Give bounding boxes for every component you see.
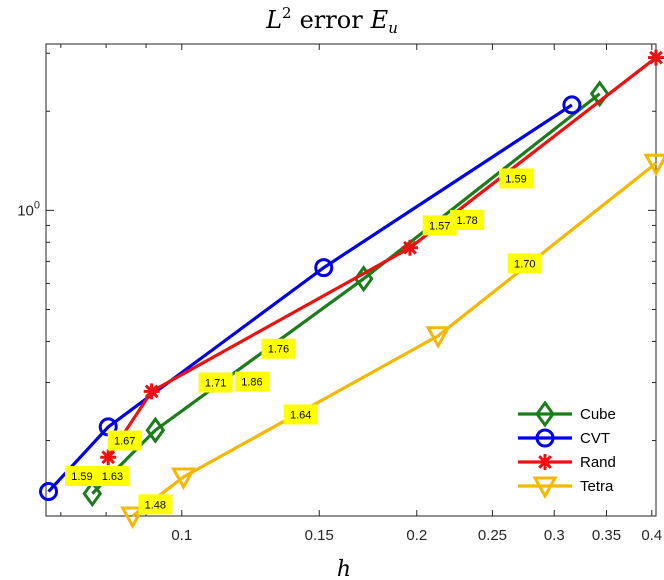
slope-label: 1.67	[107, 430, 142, 451]
chart-title: L2 error Eu	[265, 4, 398, 37]
slope-label: 1.57	[422, 215, 457, 236]
data-point-cube	[82, 480, 103, 508]
slope-label: 1.59	[64, 466, 99, 487]
title-superscript: 2	[282, 4, 292, 22]
legend-marker-rand	[537, 454, 553, 470]
slope-label-box	[138, 494, 173, 515]
data-point-rand	[648, 49, 664, 66]
slope-label-text: 1.67	[114, 436, 135, 448]
slope-label: 1.78	[450, 209, 485, 230]
plot-frame	[45, 43, 657, 517]
data-point-tetra	[643, 153, 664, 177]
data-point-rand	[100, 449, 117, 466]
axes-frame: 0.1 0.15 0.2 0.25 0.3 0.35 0.4 100	[17, 43, 662, 544]
slope-label-text: 1.70	[514, 258, 535, 270]
x-tick-label: 0.4	[641, 527, 662, 544]
legend-label-cube: Cube	[580, 406, 616, 423]
slope-label-text: 1.78	[456, 215, 477, 227]
slope-label-box	[107, 430, 142, 451]
slope-label: 1.59	[499, 168, 534, 189]
slope-label-box	[198, 372, 233, 393]
title-variable: E	[370, 6, 389, 34]
slope-label-text: 1.63	[102, 471, 123, 483]
slope-label-box	[261, 338, 296, 359]
data-point-tetra	[170, 467, 197, 491]
legend-entry-cube: Cube	[518, 400, 616, 428]
slope-label-text: 1.86	[241, 377, 262, 389]
slope-label-box	[95, 466, 130, 487]
series-line-rand	[106, 56, 657, 459]
asterisk-stroke	[144, 384, 159, 399]
slope-label-box	[499, 168, 534, 189]
asterisk-stroke	[538, 455, 552, 469]
slope-label-box	[64, 466, 99, 487]
x-tick-label: 0.25	[478, 527, 507, 544]
slope-label-text: 1.64	[290, 409, 311, 421]
slope-label-box	[450, 209, 485, 230]
asterisk-stroke	[403, 240, 417, 255]
legend-entry-rand: Rand	[518, 454, 616, 471]
slope-label: 1.76	[261, 338, 296, 359]
slope-label: 1.70	[507, 253, 542, 274]
slope-label-box	[283, 404, 318, 425]
legend-label-rand: Rand	[580, 454, 616, 471]
legend-label-tetra: Tetra	[580, 478, 614, 495]
x-tick-label: 0.3	[544, 527, 565, 544]
asterisk-stroke	[649, 50, 663, 65]
x-tick-label: 0.15	[305, 527, 334, 544]
slope-label-text: 1.59	[505, 173, 526, 185]
data-point-cvt	[314, 258, 334, 278]
slope-label-text: 1.59	[71, 471, 92, 483]
data-point-cube	[589, 80, 610, 108]
asterisk-stroke	[101, 450, 116, 465]
slope-label-text: 1.71	[205, 378, 226, 390]
legend-marker-cvt	[535, 428, 555, 448]
title-math-symbol: L	[265, 6, 282, 34]
x-tick-label: 0.2	[406, 527, 427, 544]
legend-entry-tetra: Tetra	[518, 476, 614, 500]
slope-label-box	[422, 215, 457, 236]
slope-label-text: 1.57	[429, 220, 450, 232]
slope-labels: 1.59 1.63 1.67 1.48 1.71 1.86 1.76 1.64 1.57 1.78…	[64, 168, 542, 515]
x-tick-label: 0.35	[592, 527, 621, 544]
legend-marker-tetra	[532, 476, 558, 500]
legend-label-cvt: CVT	[580, 430, 610, 447]
slope-label-text: 1.76	[268, 344, 289, 356]
data-point-cvt	[39, 482, 59, 502]
slope-label: 1.48	[138, 494, 173, 515]
legend: Cube CVT Rand Tetra	[514, 400, 630, 504]
data-point-tetra	[120, 506, 146, 530]
series-line-cvt	[47, 103, 573, 493]
slope-label-box	[507, 253, 542, 274]
series-line-cube	[91, 92, 601, 495]
title-text: error	[300, 6, 364, 34]
data-point-cube	[145, 416, 166, 444]
y-tick-label: 100	[17, 199, 40, 219]
slope-label-box	[234, 371, 269, 392]
x-axis-label: h	[337, 557, 351, 580]
slope-label-text: 1.48	[145, 499, 166, 511]
legend-entry-cvt: CVT	[518, 428, 610, 448]
slope-label: 1.64	[283, 404, 318, 425]
data-point-rand	[401, 239, 418, 256]
slope-label: 1.71	[198, 372, 233, 393]
title-subscript: u	[388, 19, 398, 37]
data-point-cvt	[562, 95, 582, 115]
data-point-tetra	[425, 326, 451, 349]
x-tick-label: 0.1	[171, 527, 192, 544]
slope-label: 1.63	[95, 466, 130, 487]
legend-marker-cube	[535, 400, 555, 428]
data-point-rand	[143, 383, 160, 400]
slope-label: 1.86	[234, 371, 269, 392]
